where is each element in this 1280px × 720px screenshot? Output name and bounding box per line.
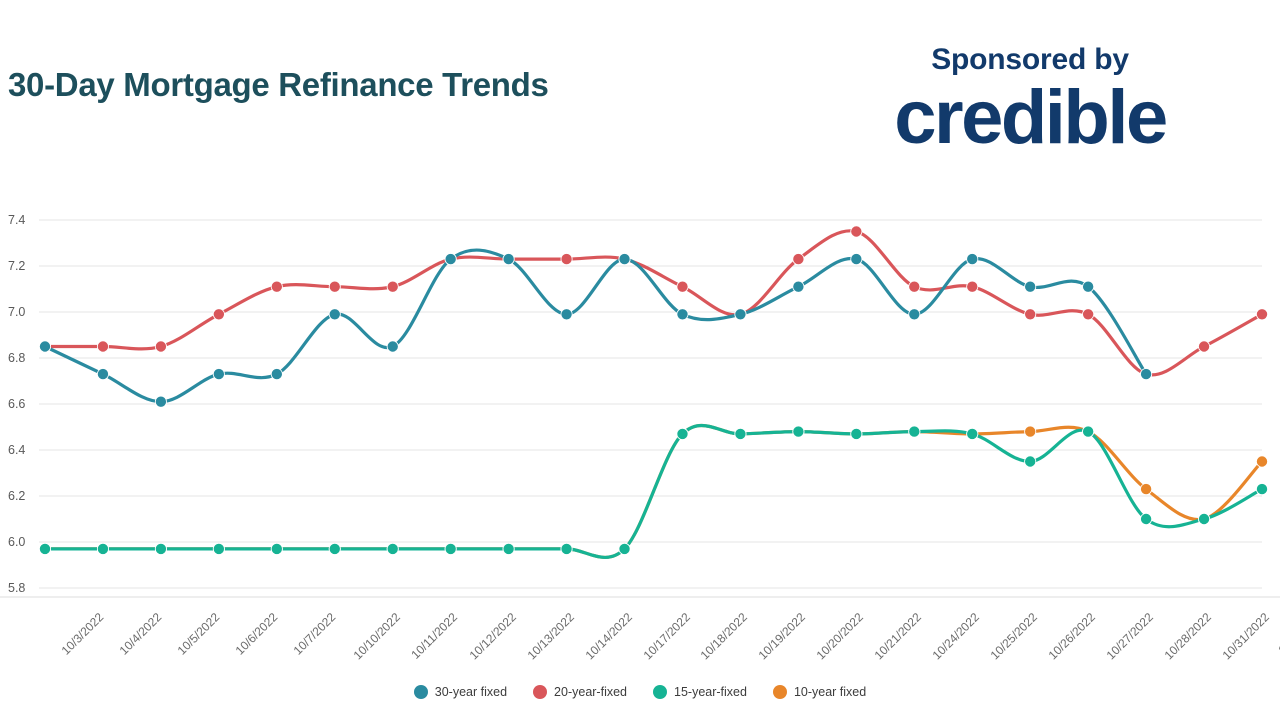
data-point[interactable] xyxy=(908,425,921,438)
data-point[interactable] xyxy=(212,542,225,555)
y-axis-tick-label: 7.2 xyxy=(8,259,26,273)
y-axis-tick-label: 6.2 xyxy=(8,489,26,503)
legend-item-label: 10-year fixed xyxy=(793,685,867,699)
data-point[interactable] xyxy=(1198,340,1211,353)
sponsored-by-label: Sponsored by xyxy=(931,43,1129,76)
legend-item-label: 30-year fixed xyxy=(434,685,508,699)
data-point[interactable] xyxy=(1198,513,1211,526)
data-point[interactable] xyxy=(966,280,979,293)
legend-item[interactable]: 10-year fixed xyxy=(772,685,867,699)
data-point[interactable] xyxy=(154,542,167,555)
y-axis-tick-label: 7.0 xyxy=(8,305,26,319)
data-point[interactable] xyxy=(212,368,225,381)
data-point[interactable] xyxy=(1082,308,1095,321)
sponsor-block: Sponsored by credible xyxy=(820,44,1240,156)
y-axis-tick-label: 7.4 xyxy=(8,213,26,227)
data-point[interactable] xyxy=(1024,308,1037,321)
legend-item-label: 20-year-fixed xyxy=(554,685,627,699)
data-point[interactable] xyxy=(966,427,979,440)
y-axis-tick-label: 5.8 xyxy=(8,581,26,595)
credible-logo: credible xyxy=(894,74,1168,160)
data-point[interactable] xyxy=(618,253,631,266)
y-axis-tick-label: 6.6 xyxy=(8,397,26,411)
chart-legend: 30-year fixed 20-year-fixed 15-year-fixed 1… xyxy=(0,685,1280,699)
data-point[interactable] xyxy=(444,253,457,266)
data-point[interactable] xyxy=(386,542,399,555)
data-point[interactable] xyxy=(1256,483,1269,496)
data-point[interactable] xyxy=(850,427,863,440)
data-point[interactable] xyxy=(560,308,573,321)
data-point[interactable] xyxy=(850,225,863,238)
data-point[interactable] xyxy=(1140,368,1153,381)
data-point[interactable] xyxy=(792,425,805,438)
data-point[interactable] xyxy=(270,542,283,555)
legend-item[interactable]: 20-year-fixed xyxy=(533,685,627,699)
series-line xyxy=(43,423,1264,560)
data-point[interactable] xyxy=(792,253,805,266)
data-point[interactable] xyxy=(560,542,573,555)
data-point[interactable] xyxy=(560,253,573,266)
page-title: 30-Day Mortgage Refinance Trends xyxy=(8,66,549,103)
series-line xyxy=(43,229,1264,377)
series-markers xyxy=(39,225,1269,381)
data-point[interactable] xyxy=(908,308,921,321)
data-point[interactable] xyxy=(734,427,747,440)
data-point[interactable] xyxy=(154,395,167,408)
series-line xyxy=(43,248,1148,404)
data-point[interactable] xyxy=(270,368,283,381)
data-point[interactable] xyxy=(386,280,399,293)
y-axis-tick-label: 6.0 xyxy=(8,535,26,549)
data-point[interactable] xyxy=(386,340,399,353)
data-point[interactable] xyxy=(734,308,747,321)
data-point[interactable] xyxy=(908,280,921,293)
legend-item-label: 15-year-fixed xyxy=(674,685,747,699)
data-point[interactable] xyxy=(39,340,52,353)
data-point[interactable] xyxy=(502,253,515,266)
data-point[interactable] xyxy=(1256,308,1269,321)
circle-marker-icon xyxy=(533,685,548,699)
data-point[interactable] xyxy=(502,542,515,555)
data-point[interactable] xyxy=(850,253,863,266)
series-markers xyxy=(39,425,1269,555)
data-point[interactable] xyxy=(792,280,805,293)
data-point[interactable] xyxy=(676,308,689,321)
gridlines xyxy=(39,219,1262,589)
data-point[interactable] xyxy=(1082,280,1095,293)
data-point[interactable] xyxy=(212,308,225,321)
circle-marker-icon xyxy=(413,685,428,699)
circle-marker-icon xyxy=(772,685,787,699)
data-point[interactable] xyxy=(328,542,341,555)
legend-item[interactable]: 30-year fixed xyxy=(413,685,508,699)
data-point[interactable] xyxy=(676,280,689,293)
data-point[interactable] xyxy=(1256,455,1269,468)
data-point[interactable] xyxy=(270,280,283,293)
data-point[interactable] xyxy=(444,542,457,555)
data-point[interactable] xyxy=(1140,483,1153,496)
data-point[interactable] xyxy=(618,542,631,555)
data-point[interactable] xyxy=(1024,280,1037,293)
data-point[interactable] xyxy=(328,308,341,321)
data-point[interactable] xyxy=(96,340,109,353)
data-point[interactable] xyxy=(39,542,52,555)
data-point[interactable] xyxy=(328,280,341,293)
data-point[interactable] xyxy=(96,542,109,555)
y-axis-tick-label: 6.8 xyxy=(8,351,26,365)
data-point[interactable] xyxy=(1024,425,1037,438)
data-point[interactable] xyxy=(1140,513,1153,526)
data-point[interactable] xyxy=(1082,425,1095,438)
data-point[interactable] xyxy=(96,368,109,381)
data-point[interactable] xyxy=(154,340,167,353)
data-point[interactable] xyxy=(1024,455,1037,468)
series-markers xyxy=(39,253,1153,408)
data-point[interactable] xyxy=(676,427,689,440)
circle-marker-icon xyxy=(653,685,667,699)
legend-item[interactable]: 15-year-fixed xyxy=(653,685,747,699)
y-axis-tick-label: 6.4 xyxy=(8,443,26,457)
data-point[interactable] xyxy=(966,253,979,266)
